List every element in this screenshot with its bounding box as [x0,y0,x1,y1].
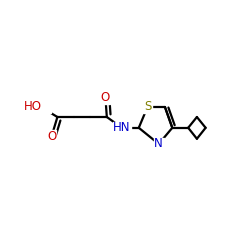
Text: HO: HO [24,100,42,114]
Bar [113,122,131,134]
Text: S: S [144,100,151,114]
Bar [143,101,152,113]
Text: N: N [154,138,163,150]
Bar [100,92,110,104]
Text: HN: HN [113,121,131,134]
Bar [47,130,56,142]
Text: O: O [47,130,56,143]
Text: O: O [101,91,110,104]
Bar [154,138,164,150]
Bar [33,101,50,113]
